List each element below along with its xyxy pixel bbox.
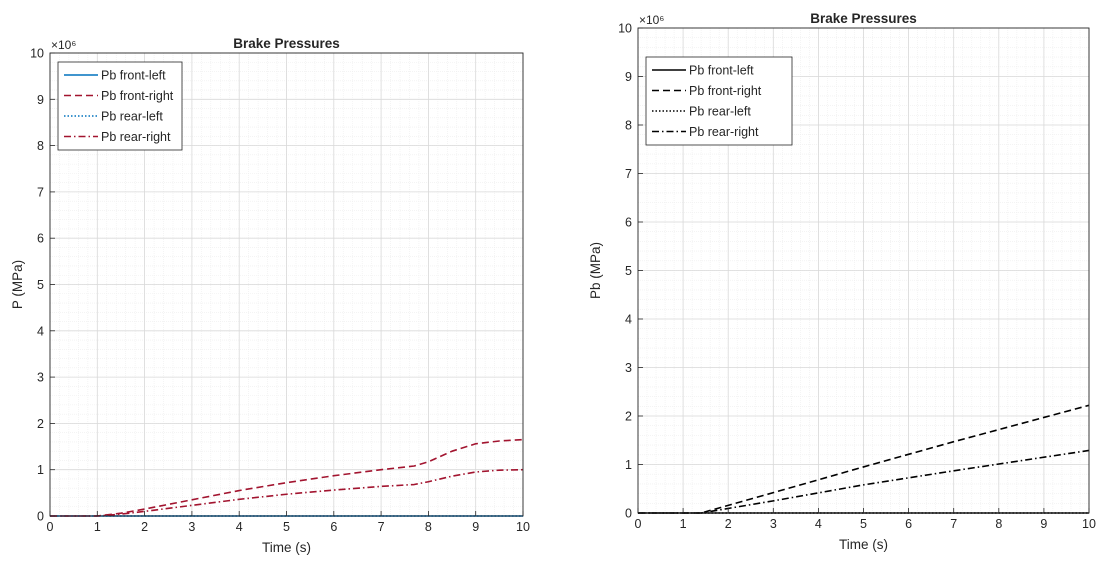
y-tick-label: 1 — [37, 463, 44, 477]
y-tick-label: 10 — [30, 47, 44, 61]
x-tick-label: 2 — [725, 517, 732, 531]
y-tick-label: 6 — [625, 216, 632, 230]
y-tick-label: 0 — [37, 510, 44, 524]
chart-2: 0 1 2 3 4 5 6 7 8 9 10 0 1 2 3 4 5 6 7 8 9 10 ×10⁶ Brake Pressu… — [588, 11, 1096, 552]
x-tick-label: 8 — [995, 517, 1002, 531]
x-tick-label: 3 — [770, 517, 777, 531]
legend: Pb front-left Pb front-right Pb rear-left P… — [57, 61, 183, 151]
y-exponent-label: ×10⁶ — [639, 13, 664, 27]
legend-entry: Pb rear-left — [101, 110, 163, 124]
legend-entry: Pb rear-right — [689, 125, 759, 139]
chart-title: Brake Pressures — [233, 36, 340, 51]
legend-box — [645, 56, 793, 146]
x-tick-label: 7 — [950, 517, 957, 531]
y-tick-label: 4 — [625, 313, 632, 327]
y-tick-label: 5 — [37, 278, 44, 292]
y-tick-label: 5 — [625, 264, 632, 278]
x-tick-label: 5 — [283, 520, 290, 534]
chart-title: Brake Pressures — [810, 11, 917, 26]
y-axis-label: Pb (MPa) — [588, 242, 603, 299]
legend-entry: Pb rear-left — [689, 105, 751, 119]
x-tick-label: 6 — [905, 517, 912, 531]
legend-entry: Pb front-right — [689, 84, 762, 98]
y-tick-label: 4 — [37, 324, 44, 338]
x-tick-label: 0 — [47, 520, 54, 534]
legend-entry: Pb front-right — [101, 89, 174, 103]
y-tick-label: 6 — [37, 232, 44, 246]
y-axis-label: P (MPa) — [10, 260, 25, 309]
x-tick-label: 7 — [378, 520, 385, 534]
y-exponent-label: ×10⁶ — [51, 38, 76, 52]
x-tick-label: 8 — [425, 520, 432, 534]
x-tick-label: 5 — [860, 517, 867, 531]
series-line-pb-front-right — [50, 438, 524, 517]
y-tick-label: 7 — [37, 185, 44, 199]
y-tick-label: 3 — [625, 361, 632, 375]
x-axis-label: Time (s) — [839, 537, 888, 552]
legend-box — [57, 61, 183, 151]
y-tick-label: 2 — [625, 410, 632, 424]
y-tick-label: 3 — [37, 371, 44, 385]
x-tick-label: 1 — [680, 517, 687, 531]
y-tick-label: 1 — [625, 458, 632, 472]
x-tick-label: 1 — [94, 520, 101, 534]
x-tick-label: 0 — [635, 517, 642, 531]
y-tick-label: 8 — [37, 139, 44, 153]
x-tick-label: 2 — [141, 520, 148, 534]
legend-entry: Pb rear-right — [101, 130, 171, 144]
y-tick-label: 0 — [625, 507, 632, 521]
y-tick-label: 2 — [37, 417, 44, 431]
x-axis-label: Time (s) — [262, 540, 311, 555]
x-tick-label: 3 — [188, 520, 195, 534]
y-tick-label: 9 — [37, 93, 44, 107]
y-tick-label: 7 — [625, 167, 632, 181]
x-tick-label: 9 — [1040, 517, 1047, 531]
x-tick-label: 6 — [330, 520, 337, 534]
x-tick-label: 10 — [516, 520, 530, 534]
x-tick-label: 4 — [236, 520, 243, 534]
x-tick-label: 10 — [1082, 517, 1096, 531]
y-tick-label: 9 — [625, 70, 632, 84]
x-tick-label: 4 — [815, 517, 822, 531]
y-tick-label: 10 — [618, 22, 632, 36]
x-tick-label: 9 — [472, 520, 479, 534]
series-line-pb-rear-right — [50, 468, 524, 517]
legend-entry: Pb front-left — [689, 64, 754, 78]
legend: Pb front-left Pb front-right Pb rear-left P… — [645, 56, 793, 146]
legend-entry: Pb front-left — [101, 69, 166, 83]
y-tick-label: 8 — [625, 119, 632, 133]
chart-1: 0 1 2 3 4 5 6 7 8 9 10 0 1 2 3 4 5 6 7 8 9 10 ×10⁶ Brake Pressu… — [10, 36, 530, 555]
